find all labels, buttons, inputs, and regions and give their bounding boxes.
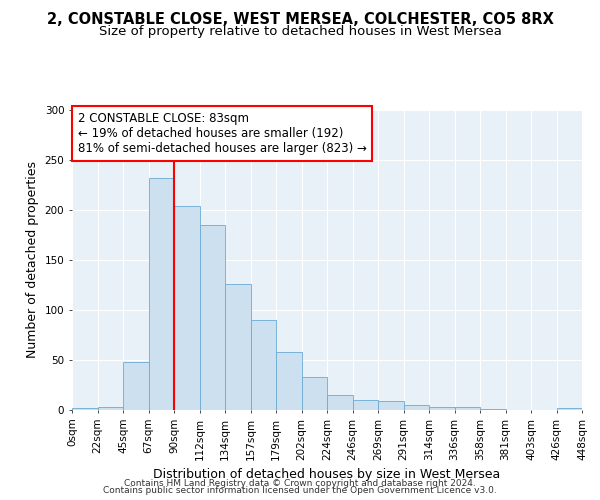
Bar xyxy=(174,206,199,410)
Bar xyxy=(72,408,97,410)
Y-axis label: Number of detached properties: Number of detached properties xyxy=(26,162,39,358)
Bar xyxy=(455,407,480,410)
Text: Contains HM Land Registry data © Crown copyright and database right 2024.: Contains HM Land Registry data © Crown c… xyxy=(124,478,476,488)
Bar xyxy=(302,377,327,410)
Bar xyxy=(429,407,455,410)
Bar xyxy=(353,400,378,410)
Text: 2, CONSTABLE CLOSE, WEST MERSEA, COLCHESTER, CO5 8RX: 2, CONSTABLE CLOSE, WEST MERSEA, COLCHES… xyxy=(47,12,553,28)
Text: 2 CONSTABLE CLOSE: 83sqm
← 19% of detached houses are smaller (192)
81% of semi-: 2 CONSTABLE CLOSE: 83sqm ← 19% of detach… xyxy=(77,112,367,155)
Bar xyxy=(251,320,276,410)
Bar xyxy=(557,408,582,410)
Bar xyxy=(123,362,149,410)
Bar xyxy=(327,395,353,410)
Bar xyxy=(225,284,251,410)
Bar xyxy=(404,405,429,410)
Text: Size of property relative to detached houses in West Mersea: Size of property relative to detached ho… xyxy=(98,25,502,38)
Bar xyxy=(480,409,505,410)
Bar xyxy=(378,401,404,410)
Bar xyxy=(276,352,302,410)
Bar xyxy=(199,225,225,410)
X-axis label: Distribution of detached houses by size in West Mersea: Distribution of detached houses by size … xyxy=(154,468,500,481)
Bar xyxy=(97,407,123,410)
Text: Contains public sector information licensed under the Open Government Licence v3: Contains public sector information licen… xyxy=(103,486,497,495)
Bar xyxy=(149,178,174,410)
